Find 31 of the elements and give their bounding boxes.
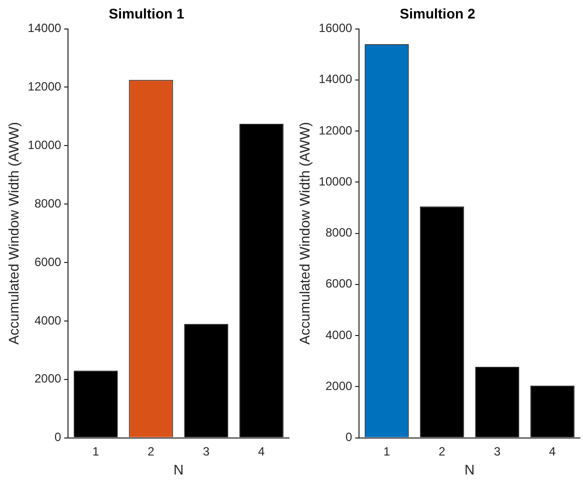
- x-tick-label: 4: [549, 444, 556, 458]
- y-tick-label: 10000: [318, 174, 352, 188]
- y-tick-label: 14000: [318, 72, 352, 86]
- x-axis-title: N: [174, 461, 184, 478]
- y-tick-label: 12000: [28, 80, 62, 94]
- x-tick-label: 1: [383, 444, 390, 458]
- y-tick-label: 4000: [34, 313, 62, 328]
- y-tick-label: 2000: [34, 372, 62, 386]
- y-axis-title: Accumulated Window Width (AWW): [5, 122, 22, 345]
- chart-title: Simultion 1: [108, 5, 184, 22]
- x-tick-label: 1: [92, 444, 100, 458]
- y-tick-label: 6000: [34, 254, 62, 269]
- y-tick-label: 8000: [34, 196, 62, 210]
- y-tick-label: 0: [345, 430, 352, 444]
- y-tick-label: 8000: [325, 226, 352, 240]
- x-tick-label: 2: [148, 444, 155, 458]
- y-tick-label: 16000: [318, 21, 352, 36]
- chart-title: Simultion 2: [400, 5, 476, 22]
- y-tick-label: 2000: [325, 378, 352, 393]
- x-tick-label: 2: [438, 444, 446, 458]
- x-tick-label: 3: [494, 444, 501, 458]
- y-tick-label: 14000: [28, 21, 62, 36]
- y-tick-label: 0: [54, 430, 62, 444]
- y-tick-label: 10000: [28, 138, 62, 152]
- x-axis-title: N: [464, 461, 475, 478]
- y-axis-title: Accumulated Window Width (AWW): [296, 122, 312, 345]
- x-tick-label: 3: [202, 444, 210, 458]
- y-tick-label: 4000: [325, 328, 352, 342]
- y-tick-label: 12000: [318, 123, 352, 138]
- x-tick-label: 4: [258, 444, 266, 458]
- y-tick-label: 6000: [325, 276, 352, 291]
